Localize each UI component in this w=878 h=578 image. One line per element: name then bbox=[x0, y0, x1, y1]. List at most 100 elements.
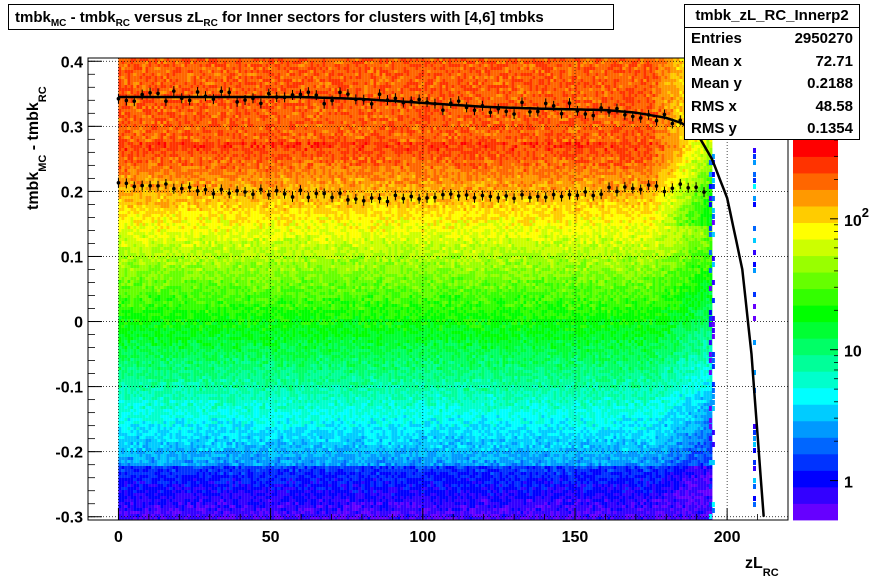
heatmap-cell bbox=[202, 250, 205, 253]
heatmap-cell bbox=[145, 370, 148, 373]
heatmap-cell bbox=[199, 76, 202, 79]
heatmap-cell bbox=[118, 172, 121, 175]
heatmap-cell bbox=[166, 430, 169, 433]
heatmap-cell bbox=[166, 259, 169, 262]
heatmap-cell bbox=[157, 115, 160, 118]
heatmap-cell bbox=[208, 418, 211, 421]
heatmap-cell bbox=[151, 166, 154, 169]
heatmap-cell bbox=[166, 502, 169, 505]
heatmap-cell bbox=[187, 415, 190, 418]
heatmap-cell bbox=[208, 496, 211, 499]
heatmap-cell bbox=[211, 274, 214, 277]
heatmap-cell bbox=[154, 130, 157, 133]
heatmap-cell bbox=[208, 115, 211, 118]
heatmap-cell bbox=[118, 439, 121, 442]
heatmap-cell bbox=[124, 169, 127, 172]
heatmap-cell bbox=[142, 358, 145, 361]
heatmap-cell bbox=[142, 274, 145, 277]
heatmap-cell bbox=[199, 151, 202, 154]
heatmap-cell bbox=[208, 268, 211, 271]
heatmap-cell bbox=[121, 361, 124, 364]
heatmap-cell bbox=[145, 76, 148, 79]
heatmap-cell bbox=[199, 79, 202, 82]
heatmap-cell bbox=[208, 196, 211, 199]
heatmap-cell bbox=[193, 109, 196, 112]
heatmap-cell bbox=[193, 298, 196, 301]
heatmap-cell bbox=[193, 310, 196, 313]
heatmap-cell bbox=[130, 418, 133, 421]
heatmap-cell bbox=[169, 430, 172, 433]
heatmap-cell bbox=[118, 157, 121, 160]
heatmap-cell bbox=[178, 301, 181, 304]
heatmap-cell bbox=[190, 106, 193, 109]
heatmap-cell bbox=[181, 481, 184, 484]
heatmap-cell bbox=[181, 244, 184, 247]
heatmap-cell bbox=[187, 508, 190, 511]
heatmap-cell bbox=[169, 457, 172, 460]
heatmap-cell bbox=[172, 295, 175, 298]
heatmap-cell bbox=[202, 178, 205, 181]
heatmap-cell bbox=[169, 364, 172, 367]
heatmap-cell bbox=[190, 289, 193, 292]
heatmap-cell bbox=[151, 442, 154, 445]
heatmap-cell bbox=[118, 388, 121, 391]
heatmap-cell bbox=[130, 247, 133, 250]
heatmap-cell bbox=[145, 178, 148, 181]
heatmap-cell bbox=[172, 415, 175, 418]
heatmap-cell bbox=[148, 250, 151, 253]
heatmap-cell bbox=[187, 76, 190, 79]
heatmap-cell bbox=[139, 475, 142, 478]
heatmap-cell bbox=[151, 472, 154, 475]
heatmap-cell bbox=[187, 421, 190, 424]
heatmap-cell bbox=[178, 280, 181, 283]
heatmap-cell bbox=[208, 145, 211, 148]
heatmap-cell bbox=[136, 502, 139, 505]
heatmap-cell bbox=[163, 427, 166, 430]
heatmap-cell bbox=[154, 376, 157, 379]
heatmap-cell bbox=[148, 463, 151, 466]
heatmap-cell bbox=[169, 316, 172, 319]
heatmap-cell bbox=[148, 397, 151, 400]
heatmap-cell bbox=[148, 142, 151, 145]
heatmap-cell bbox=[205, 439, 208, 442]
heatmap-cell bbox=[166, 361, 169, 364]
heatmap-cell bbox=[157, 313, 160, 316]
heatmap-cell bbox=[205, 217, 208, 220]
heatmap-cell bbox=[127, 259, 130, 262]
heatmap-cell bbox=[133, 466, 136, 469]
heatmap-cell bbox=[118, 430, 121, 433]
heatmap-cell bbox=[169, 70, 172, 73]
heatmap-cell bbox=[208, 337, 211, 340]
heatmap-cell bbox=[184, 118, 187, 121]
heatmap-cell bbox=[187, 364, 190, 367]
heatmap-cell bbox=[151, 295, 154, 298]
heatmap-cell bbox=[139, 430, 142, 433]
heatmap-cell bbox=[142, 163, 145, 166]
heatmap-cell bbox=[184, 331, 187, 334]
heatmap-cell bbox=[163, 280, 166, 283]
heatmap-cell bbox=[184, 235, 187, 238]
heatmap-cell bbox=[178, 133, 181, 136]
heatmap-cell bbox=[157, 397, 160, 400]
heatmap-cell bbox=[166, 250, 169, 253]
heatmap-cell bbox=[130, 316, 133, 319]
heatmap-cell bbox=[175, 391, 178, 394]
heatmap-cell bbox=[157, 283, 160, 286]
heatmap-cell bbox=[181, 472, 184, 475]
heatmap-cell bbox=[145, 469, 148, 472]
heatmap-cell bbox=[145, 232, 148, 235]
heatmap-cell bbox=[184, 286, 187, 289]
heatmap-cell bbox=[151, 361, 154, 364]
heatmap-cell bbox=[127, 148, 130, 151]
heatmap-cell bbox=[133, 178, 136, 181]
heatmap-cell bbox=[205, 466, 208, 469]
heatmap-cell bbox=[184, 64, 187, 67]
heatmap-cell bbox=[208, 313, 211, 316]
heatmap-cell bbox=[154, 361, 157, 364]
heatmap-cell bbox=[184, 289, 187, 292]
heatmap-cell bbox=[121, 373, 124, 376]
heatmap-cell bbox=[124, 229, 127, 232]
heatmap-cell bbox=[133, 118, 136, 121]
heatmap-cell bbox=[142, 103, 145, 106]
heatmap-cell bbox=[178, 286, 181, 289]
